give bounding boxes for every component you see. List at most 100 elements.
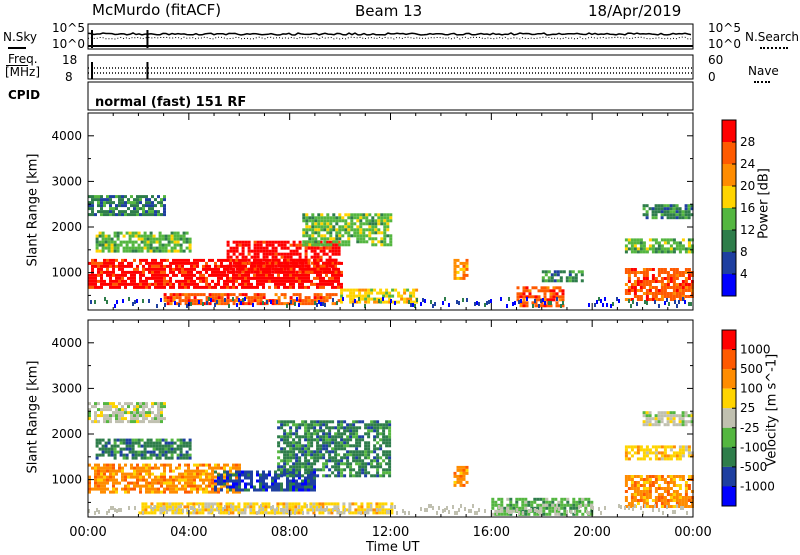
power-cell — [184, 261, 187, 265]
power-cell — [134, 231, 138, 235]
velocity-cell — [379, 423, 383, 427]
power-cell — [163, 270, 166, 274]
velocity-cell — [158, 444, 162, 448]
power-cell — [687, 213, 691, 217]
velocity-cell — [182, 441, 186, 445]
power-cell — [377, 240, 381, 244]
velocity-cell — [578, 500, 582, 504]
velocity-cell — [518, 506, 522, 510]
power-cell — [271, 243, 275, 247]
velocity-cell — [349, 423, 353, 427]
velocity-cell — [247, 488, 250, 492]
y-tick-label: 2000 — [51, 427, 82, 441]
power-cell — [136, 195, 139, 199]
velocity-cell — [158, 453, 162, 457]
power-cell — [319, 276, 322, 280]
velocity-cell — [627, 478, 631, 481]
power-cell — [304, 246, 308, 250]
velocity-cell — [322, 444, 326, 448]
velocity-cell — [660, 414, 664, 418]
power-cell — [175, 302, 179, 306]
power-cell — [253, 252, 257, 256]
power-cell — [106, 264, 109, 268]
power-cell — [208, 285, 211, 289]
power-cell — [160, 282, 163, 286]
velocity-cell — [160, 420, 163, 424]
power-cell — [133, 282, 136, 286]
velocity-cell — [118, 411, 121, 415]
velocity-cell — [163, 487, 166, 491]
power-cell — [146, 240, 150, 244]
velocity-cell — [307, 468, 311, 472]
velocity-cell — [319, 456, 323, 460]
velocity-cell — [687, 445, 691, 449]
velocity-cell — [157, 402, 160, 406]
power-cell — [103, 204, 106, 208]
velocity-cell — [331, 435, 335, 439]
power-cell — [280, 264, 283, 268]
power-cell — [379, 300, 383, 304]
power-cell — [311, 237, 315, 241]
velocity-ground-cell — [166, 510, 168, 514]
velocity-cell — [187, 484, 190, 488]
power-cell — [331, 302, 335, 306]
velocity-cell — [687, 499, 691, 502]
velocity-cell — [100, 466, 103, 470]
power-cell — [109, 204, 112, 208]
power-cell — [97, 198, 100, 202]
power-cell — [289, 279, 292, 283]
velocity-cell — [100, 408, 103, 412]
power-cell — [157, 273, 160, 277]
velocity-ground-cell — [640, 506, 642, 510]
velocity-cell — [155, 444, 159, 448]
power-cell — [160, 258, 163, 262]
power-cell — [684, 207, 688, 211]
velocity-cell — [271, 479, 274, 483]
velocity-cell — [310, 423, 314, 427]
power-cell — [229, 279, 232, 283]
power-cell — [359, 228, 363, 232]
velocity-cell — [687, 475, 691, 478]
power-cell — [690, 283, 694, 286]
power-ground-cell — [296, 297, 298, 301]
velocity-cell — [184, 463, 187, 467]
velocity-cell — [645, 487, 649, 490]
power-cell — [666, 216, 670, 220]
velocity-cell — [379, 426, 383, 430]
power-cell — [359, 216, 363, 220]
velocity-cell — [542, 500, 546, 504]
velocity-cell — [624, 478, 628, 481]
power-cell — [262, 296, 266, 300]
velocity-cell — [566, 497, 570, 501]
power-cell — [104, 240, 108, 244]
velocity-cell — [678, 451, 682, 455]
power-cell — [107, 234, 111, 238]
power-cell — [115, 204, 118, 208]
power-ground-cell — [208, 297, 210, 301]
power-cell — [356, 237, 360, 241]
power-cell — [687, 289, 691, 292]
power-cell — [223, 273, 226, 277]
power-cell — [283, 279, 286, 283]
velocity-cell — [364, 423, 368, 427]
velocity-cell — [247, 470, 250, 474]
power-cell — [571, 270, 575, 274]
velocity-cell — [645, 496, 649, 499]
power-cell — [188, 237, 192, 241]
velocity-cell — [188, 453, 192, 457]
power-cell — [128, 249, 132, 253]
velocity-cell — [121, 475, 124, 479]
velocity-cell — [313, 429, 317, 433]
power-cell — [307, 258, 311, 262]
velocity-cell — [94, 411, 97, 415]
velocity-cell — [518, 497, 522, 501]
power-cell — [353, 234, 357, 238]
power-cell — [149, 246, 153, 250]
velocity-cell — [301, 447, 305, 451]
power-cell — [334, 270, 338, 274]
velocity-cell — [164, 456, 168, 460]
velocity-cell — [527, 503, 531, 507]
power-cell — [158, 246, 162, 250]
velocity-cell — [151, 481, 154, 485]
velocity-cell — [240, 511, 244, 515]
